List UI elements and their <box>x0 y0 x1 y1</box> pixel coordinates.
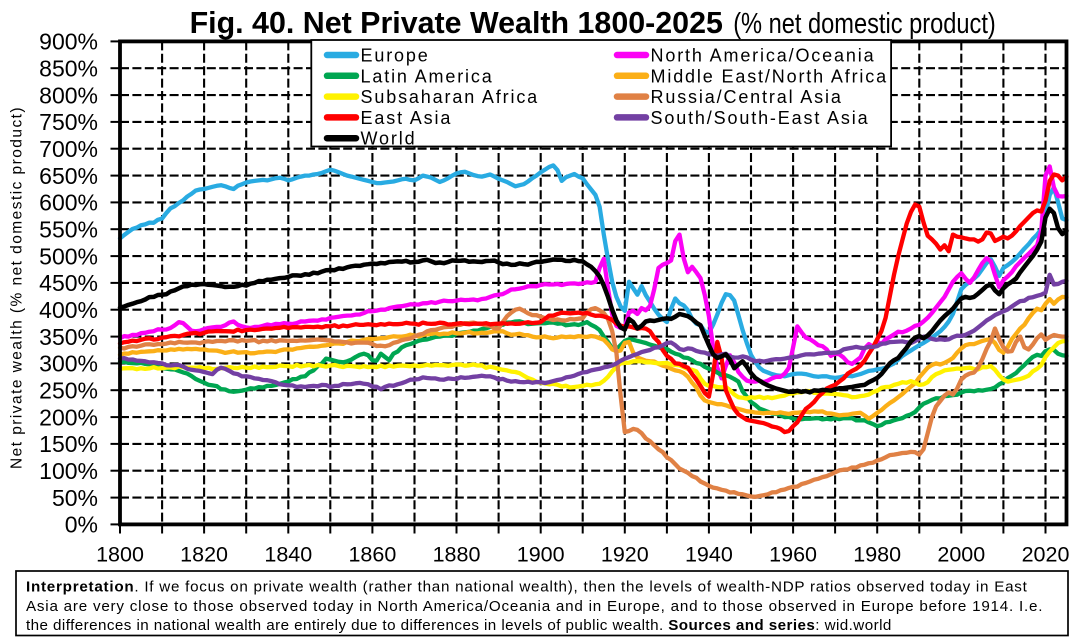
svg-text:Fig. 40. Net Private Wealth 18: Fig. 40. Net Private Wealth 1800-2025 <box>190 5 723 40</box>
svg-text:1880: 1880 <box>433 543 481 567</box>
svg-text:Middle East/North Africa: Middle East/North Africa <box>651 66 888 86</box>
svg-text:1840: 1840 <box>264 543 312 567</box>
svg-text:250%: 250% <box>39 377 98 403</box>
svg-text:200%: 200% <box>39 404 98 430</box>
svg-text:Interpretation. If we focus on: Interpretation. If we focus on private w… <box>26 579 1028 596</box>
svg-text:Net private wealth (% net dome: Net private wealth (% net domestic produ… <box>9 106 26 469</box>
svg-text:1860: 1860 <box>348 543 396 567</box>
svg-text:400%: 400% <box>39 297 98 323</box>
svg-text:650%: 650% <box>39 163 98 189</box>
svg-text:500%: 500% <box>39 243 98 269</box>
svg-text:1960: 1960 <box>769 543 817 567</box>
svg-text:50%: 50% <box>52 485 98 511</box>
svg-text:700%: 700% <box>39 136 98 162</box>
svg-text:Asia are very close to those o: Asia are very close to those observed to… <box>26 598 1043 615</box>
svg-text:750%: 750% <box>39 109 98 135</box>
svg-text:800%: 800% <box>39 82 98 108</box>
svg-text:Russia/Central Asia: Russia/Central Asia <box>651 87 843 107</box>
svg-text:1980: 1980 <box>853 543 901 567</box>
svg-text:1900: 1900 <box>517 543 565 567</box>
svg-text:Europe: Europe <box>361 46 430 66</box>
svg-text:1820: 1820 <box>180 543 228 567</box>
svg-text:100%: 100% <box>39 458 98 484</box>
svg-text:Latin America: Latin America <box>361 66 494 86</box>
svg-text:South/South-East Asia: South/South-East Asia <box>651 108 870 128</box>
svg-text:550%: 550% <box>39 216 98 242</box>
svg-text:(% net domestic product): (% net domestic product) <box>733 8 996 40</box>
svg-text:150%: 150% <box>39 431 98 457</box>
svg-text:0%: 0% <box>65 512 98 538</box>
svg-text:Subsaharan Africa: Subsaharan Africa <box>361 87 540 107</box>
svg-text:600%: 600% <box>39 190 98 216</box>
svg-text:350%: 350% <box>39 324 98 350</box>
svg-text:900%: 900% <box>39 29 98 55</box>
svg-text:850%: 850% <box>39 55 98 81</box>
svg-text:East Asia: East Asia <box>361 108 453 128</box>
svg-text:1920: 1920 <box>601 543 649 567</box>
svg-text:North America/Oceania: North America/Oceania <box>651 46 876 66</box>
svg-text:1940: 1940 <box>685 543 733 567</box>
svg-text:2020: 2020 <box>1022 543 1070 567</box>
svg-text:1800: 1800 <box>96 543 144 567</box>
svg-text:2000: 2000 <box>937 543 985 567</box>
svg-text:300%: 300% <box>39 351 98 377</box>
svg-text:World: World <box>361 129 417 149</box>
svg-text:450%: 450% <box>39 270 98 296</box>
svg-text:the differences in national we: the differences in national wealth are e… <box>26 617 892 634</box>
